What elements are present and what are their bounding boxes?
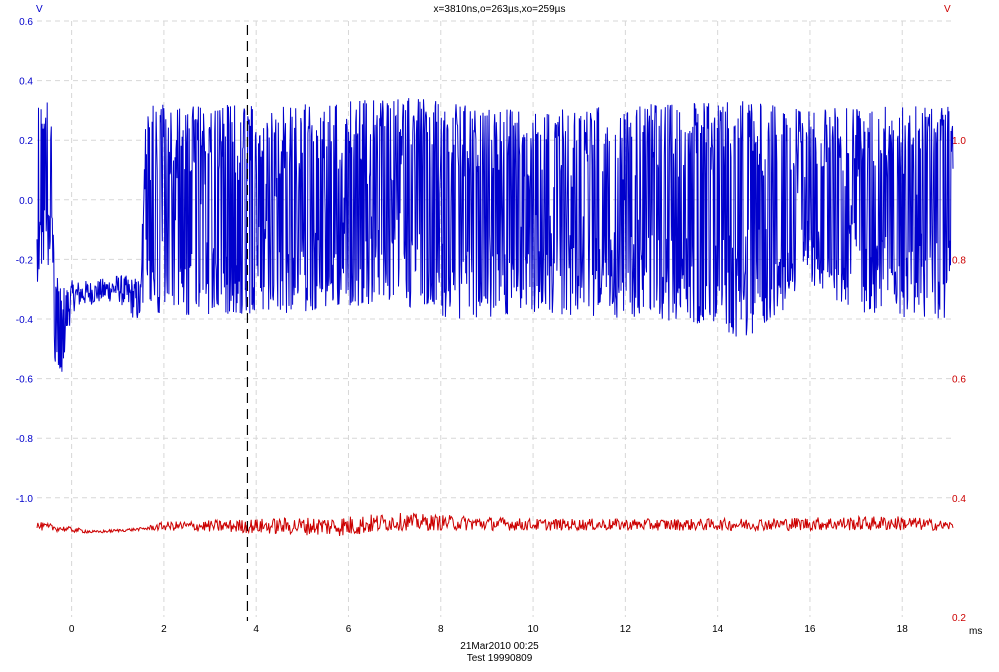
x-tick-label: 2 bbox=[161, 624, 167, 635]
right-tick-label: 1.0 bbox=[952, 136, 966, 147]
left-tick-label: 0.6 bbox=[19, 17, 33, 28]
left-tick-label: -0.4 bbox=[16, 315, 34, 326]
capture-date: 21Mar2010 00:25 bbox=[460, 641, 539, 652]
x-tick-label: 14 bbox=[712, 624, 724, 635]
left-tick-label: -0.6 bbox=[16, 375, 34, 386]
right-tick-label: 0.2 bbox=[952, 613, 966, 624]
right-tick-label: 0.8 bbox=[952, 255, 966, 266]
cursor-parameters: x=3810ns,o=263µs,xo=259µs bbox=[433, 4, 566, 15]
x-tick-label: 8 bbox=[438, 624, 444, 635]
series-b-trace bbox=[36, 512, 954, 536]
right-tick-label: 0.6 bbox=[952, 375, 966, 386]
x-tick-label: 18 bbox=[897, 624, 909, 635]
left-tick-label: -0.8 bbox=[16, 434, 34, 445]
series-a-trace bbox=[36, 98, 954, 372]
test-name: Test 19990809 bbox=[466, 653, 533, 664]
x-tick-label: 0 bbox=[69, 624, 75, 635]
x-tick-label: 10 bbox=[528, 624, 540, 635]
right-tick-label: 0.4 bbox=[952, 494, 966, 505]
left-tick-label: -1.0 bbox=[16, 494, 34, 505]
left-tick-label: 0.0 bbox=[19, 196, 33, 207]
right-axis-ticks: 1.0 0.8 0.6 0.4 0.2 bbox=[952, 136, 966, 624]
x-tick-label: 16 bbox=[804, 624, 816, 635]
x-axis-ticks: 0 2 4 6 8 10 12 14 16 18 bbox=[69, 624, 908, 635]
series-layer bbox=[36, 98, 954, 536]
left-axis-ticks: 0.6 0.4 0.2 0.0 -0.2 -0.4 -0.6 -0.8 -1.0 bbox=[16, 17, 34, 505]
right-axis-unit: V bbox=[944, 4, 951, 15]
left-axis-unit: V bbox=[36, 4, 43, 15]
left-tick-label: 0.2 bbox=[19, 136, 33, 147]
x-tick-label: 6 bbox=[346, 624, 352, 635]
left-tick-label: 0.4 bbox=[19, 77, 33, 88]
x-tick-label: 12 bbox=[620, 624, 632, 635]
x-axis-unit: ms bbox=[969, 626, 983, 637]
left-tick-label: -0.2 bbox=[16, 255, 34, 266]
x-tick-label: 4 bbox=[253, 624, 259, 635]
